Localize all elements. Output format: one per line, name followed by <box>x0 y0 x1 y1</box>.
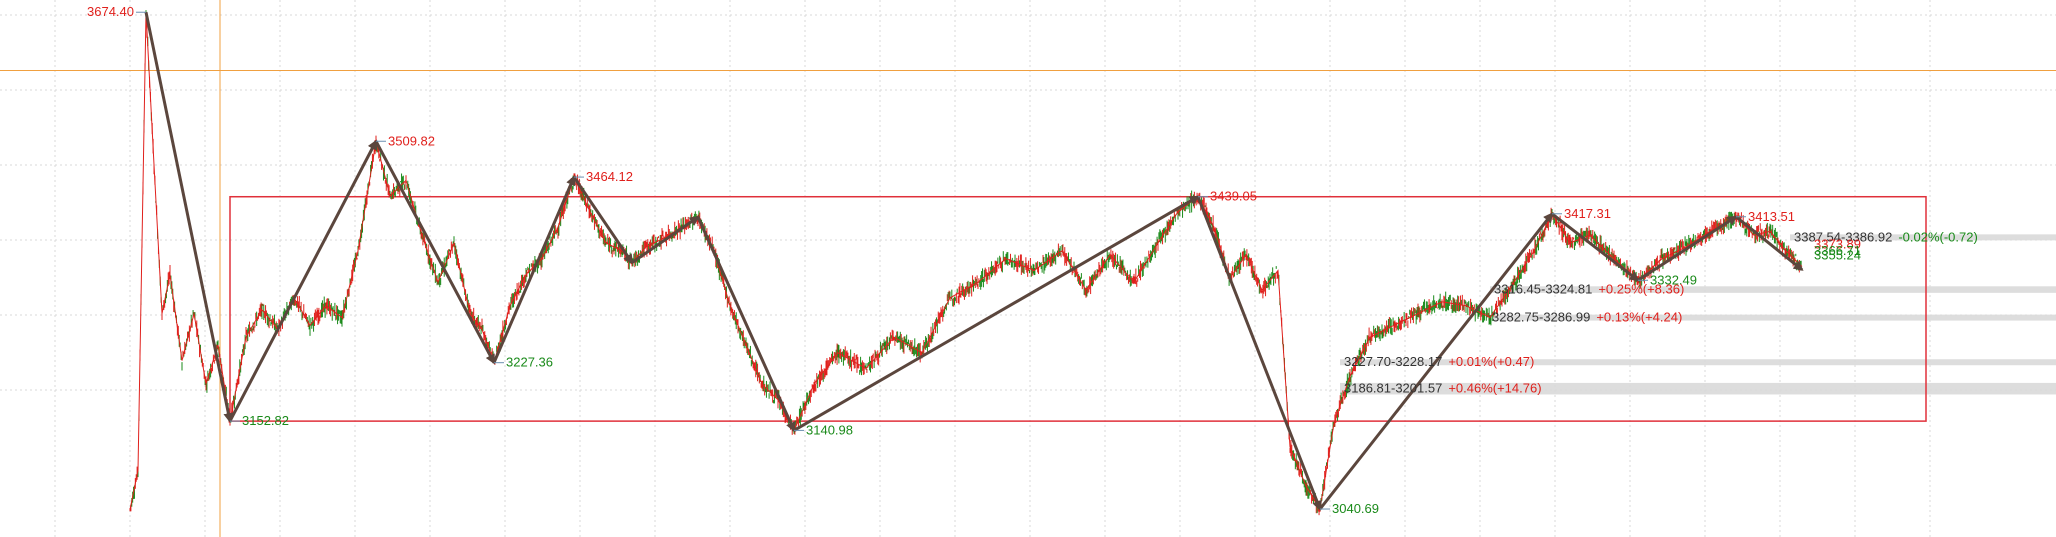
peak-label: 3413.51 <box>1748 209 1795 224</box>
zigzag-segment <box>1551 212 1640 282</box>
peak-label: 3040.69 <box>1332 501 1379 516</box>
zigzag-segment <box>631 215 700 264</box>
gap-change-text: +0.46%(+14.76) <box>1448 381 1541 396</box>
range-box <box>229 195 1927 422</box>
gap-bands <box>1340 234 2056 395</box>
zigzag-segment <box>1318 212 1554 510</box>
gap-range-text: 3282.75-3286.99 <box>1492 310 1590 325</box>
end-label: 3355.24 <box>1814 248 1861 263</box>
consolidation-range-box <box>229 195 1927 422</box>
peak-label: 3509.82 <box>388 133 435 148</box>
gap-band <box>1340 359 2056 366</box>
zigzag-trend-lines <box>144 11 1804 511</box>
gap-band <box>1488 314 2056 321</box>
gap-label: 3316.45-3324.81 +0.25%(+8.36) <box>1494 282 1684 297</box>
gap-label: 3227.70-3228.17 +0.01%(+0.47) <box>1344 354 1534 369</box>
gap-change-text: -0.02%(-0.72) <box>1898 229 1977 244</box>
gap-band <box>1490 286 2056 293</box>
end-label: 3373.89 <box>1814 237 1861 252</box>
price-line <box>129 12 1803 511</box>
zigzag-segment <box>1196 196 1322 511</box>
gap-change-text: +0.25%(+8.36) <box>1598 282 1684 297</box>
zigzag-segment <box>144 11 234 424</box>
gap-label: 3387.54-3386.92 -0.02%(-0.72) <box>1794 229 1978 244</box>
gap-range-text: 3387.54-3386.92 <box>1794 229 1892 244</box>
zigzag-segment <box>572 176 634 265</box>
gap-labels: 3387.54-3386.92 -0.02%(-0.72) 3316.45-3324… <box>1344 229 1978 395</box>
gap-label: 3282.75-3286.99 +0.13%(+4.24) <box>1492 310 1682 325</box>
gap-band <box>1340 382 2056 395</box>
gap-label: 3186.81-3201.57 +0.46%(+14.76) <box>1344 381 1542 396</box>
peak-label: 3674.40 <box>87 4 134 19</box>
peak-label: 3439.05 <box>1210 189 1257 204</box>
zigzag-segment <box>1735 215 1804 271</box>
zigzag-segment <box>374 140 496 365</box>
gap-change-text: +0.13%(+4.24) <box>1596 310 1682 325</box>
zigzag-segment <box>793 195 1200 432</box>
zigzag-segment <box>1637 215 1738 282</box>
peak-label: 3332.49 <box>1650 272 1697 287</box>
peak-label: 3227.36 <box>506 355 553 370</box>
gap-band <box>1790 234 2056 241</box>
peak-label: 3417.31 <box>1564 206 1611 221</box>
zigzag-segment <box>492 175 576 364</box>
peak-label: 3464.12 <box>586 169 633 184</box>
peak-labels: 3674.40 3152.82 3509.82 3227.36 3464.12 3140.… <box>87 4 1795 516</box>
end-label: 3366.71 <box>1814 243 1861 258</box>
zigzag-segment <box>228 139 378 422</box>
gap-range-text: 3316.45-3324.81 <box>1494 282 1592 297</box>
peak-label: 3140.98 <box>806 422 853 437</box>
zigzag-segment <box>696 216 796 433</box>
peak-label: 3152.82 <box>242 413 289 428</box>
gap-change-text: +0.01%(+0.47) <box>1448 354 1534 369</box>
gap-range-text: 3227.70-3228.17 <box>1344 354 1442 369</box>
gap-range-text: 3186.81-3201.57 <box>1344 381 1442 396</box>
price-series <box>129 10 1803 516</box>
